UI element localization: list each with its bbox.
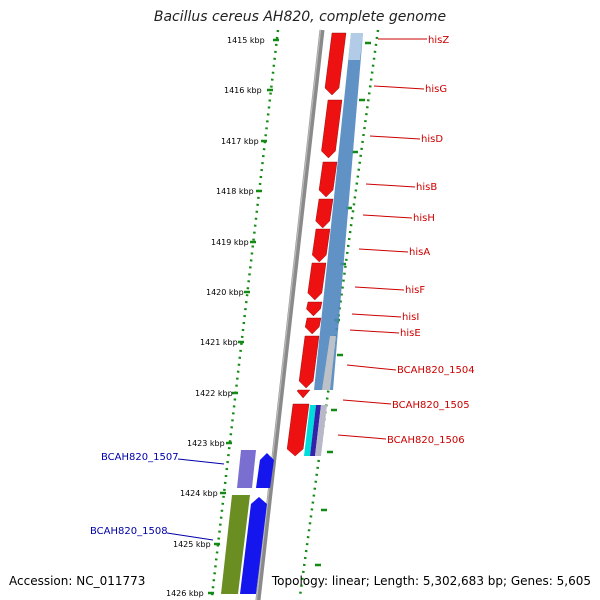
forward-gene-arrow[interactable] xyxy=(304,317,322,335)
forward-gene-arrow[interactable] xyxy=(315,198,334,229)
forward-gene-arrow[interactable] xyxy=(324,32,347,96)
forward-gene-label[interactable]: hisI xyxy=(402,312,419,323)
forward-gene-label[interactable]: hisE xyxy=(400,328,421,339)
label-leader-line xyxy=(351,313,402,318)
ruler-tick-label: 1418 kbp xyxy=(216,187,254,196)
label-leader-line xyxy=(373,85,425,90)
ruler-tick-label: 1426 kbp xyxy=(166,589,204,598)
forward-gene-label[interactable]: BCAH820_1505 xyxy=(392,400,470,411)
forward-gene-label[interactable]: BCAH820_1506 xyxy=(387,435,465,446)
reverse-gene-arrow[interactable] xyxy=(256,453,274,488)
kbp-ruler: 1415 kbp 1416 kbp 1417 kbp 1418 kbp 1419 kbp… xyxy=(166,36,371,598)
forward-gene-label[interactable]: hisG xyxy=(425,84,447,95)
ruler-tick-label: 1416 kbp xyxy=(224,86,262,95)
gene-feature-pseudo[interactable] xyxy=(237,450,256,488)
label-leader-line xyxy=(349,329,400,334)
label-leader-line xyxy=(362,214,413,219)
right-guide-line xyxy=(298,29,380,597)
genome-stats-label: Topology: linear; Length: 5,302,683 bp; … xyxy=(271,574,591,588)
forward-gene-arrow[interactable] xyxy=(312,228,331,263)
ruler-tick-label: 1419 kbp xyxy=(211,238,249,247)
forward-gene-label[interactable]: hisF xyxy=(405,285,425,296)
ruler-tick-label: 1415 kbp xyxy=(227,36,265,45)
ruler-tick-label: 1425 kbp xyxy=(173,540,211,549)
label-leader-line xyxy=(354,286,405,291)
forward-gene-label[interactable]: hisB xyxy=(416,182,437,193)
label-leader-line xyxy=(369,135,421,140)
forward-gene-arrow[interactable] xyxy=(286,403,310,457)
ruler-tick-label: 1424 kbp xyxy=(180,489,218,498)
label-leader-line xyxy=(342,399,392,405)
his-operon-band xyxy=(314,33,363,390)
reverse-gene-label[interactable]: BCAH820_1508 xyxy=(90,526,168,537)
reverse-gene-label[interactable]: BCAH820_1507 xyxy=(101,452,179,463)
forward-gene-arrow[interactable] xyxy=(296,389,311,399)
forward-gene-label[interactable]: BCAH820_1504 xyxy=(397,365,475,376)
label-leader-line xyxy=(346,364,397,371)
gene-labels: hisZ hisG hisD hisB hisH hisA hisF hisI hisE BCAH… xyxy=(90,35,475,541)
ruler-tick-label: 1421 kbp xyxy=(200,338,238,347)
operon-band-grey xyxy=(322,336,336,390)
label-leader-line xyxy=(358,248,409,253)
forward-gene-label[interactable]: hisA xyxy=(409,247,430,258)
label-leader-line xyxy=(337,434,387,440)
label-leader-line xyxy=(166,532,214,541)
his-operon-band-light xyxy=(348,33,363,60)
forward-gene-label[interactable]: hisH xyxy=(413,213,435,224)
gene-feature-grey[interactable] xyxy=(315,405,327,456)
gene-feature-dark[interactable] xyxy=(310,405,321,456)
accession-label: Accession: NC_011773 xyxy=(9,574,146,588)
genome-title: Bacillus cereus AH820, complete genome xyxy=(153,9,447,25)
forward-gene-arrow[interactable] xyxy=(321,99,343,159)
forward-gene-arrow[interactable] xyxy=(306,301,323,317)
forward-gene-arrow[interactable] xyxy=(318,161,338,198)
ruler-tick-label: 1422 kbp xyxy=(195,389,233,398)
ruler-tick-label: 1420 kbp xyxy=(206,288,244,297)
reverse-gene-arrow[interactable] xyxy=(240,497,267,594)
gene-features xyxy=(221,32,347,594)
forward-gene-label[interactable]: hisZ xyxy=(428,35,449,46)
forward-gene-arrow[interactable] xyxy=(298,335,320,389)
ruler-tick-label: 1417 kbp xyxy=(221,137,259,146)
forward-gene-label[interactable]: hisD xyxy=(421,134,443,145)
genome-backbone xyxy=(255,29,325,600)
gene-feature-olive[interactable] xyxy=(221,495,250,594)
label-leader-line xyxy=(177,458,225,465)
forward-gene-arrow[interactable] xyxy=(307,262,327,301)
label-leader-line xyxy=(365,183,416,188)
ruler-tick-label: 1423 kbp xyxy=(187,439,225,448)
gene-feature-cyan[interactable] xyxy=(304,405,316,456)
